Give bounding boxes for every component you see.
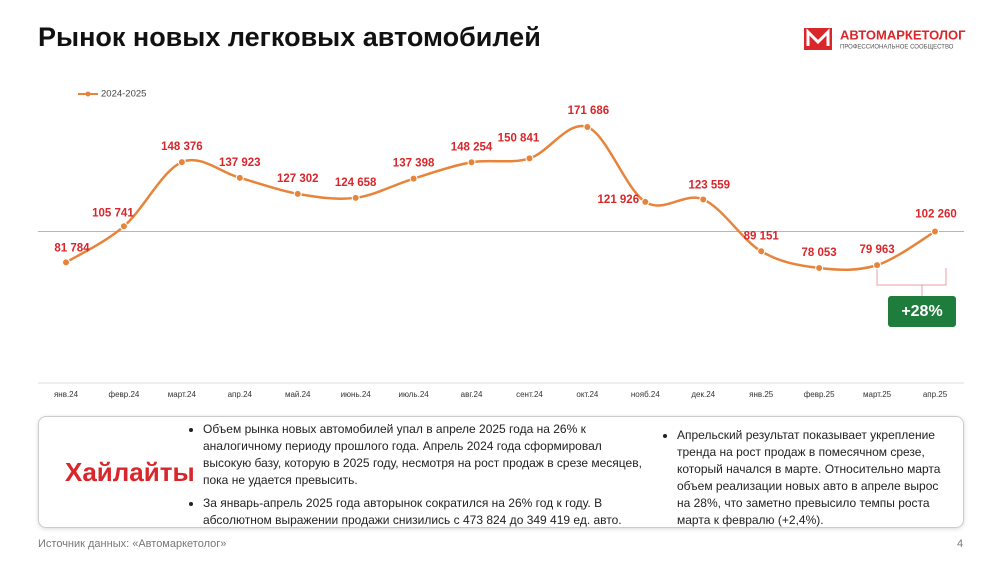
title: Рынок новых легковых автомобилей <box>38 22 541 52</box>
bullets-right: Апрельский результат показывает укреплен… <box>659 427 945 535</box>
data-label: 123 559 <box>688 180 730 192</box>
marker <box>177 158 186 167</box>
logo-icon <box>804 28 832 50</box>
x-tick-label: март.25 <box>863 390 892 399</box>
source: Источник данных: «Автомаркетолог» <box>38 538 227 550</box>
data-label: 127 302 <box>277 173 319 185</box>
data-label: 105 741 <box>92 207 134 219</box>
x-tick-label: дек.24 <box>691 390 715 399</box>
bullet: Апрельский результат показывает укреплен… <box>677 427 945 529</box>
page-number: 4 <box>957 538 964 550</box>
marker <box>931 227 939 236</box>
line-series <box>65 124 936 271</box>
data-label: 89 151 <box>744 230 780 242</box>
data-label: 148 376 <box>161 141 203 153</box>
bullets-left: Объем рынка новых автомобилей упал в апр… <box>185 421 643 535</box>
data-label: 79 963 <box>859 244 894 256</box>
x-tick-label: апр.24 <box>228 390 253 399</box>
x-tick-label: авг.24 <box>461 390 483 399</box>
x-tick-label: нояб.24 <box>631 390 660 399</box>
marker <box>62 258 70 267</box>
marker <box>815 264 824 272</box>
annotation: +28% <box>901 303 942 320</box>
x-tick-label: апр.25 <box>923 390 948 399</box>
highlights-box: Хайлайты Объем рынка новых автомобилей у… <box>38 416 964 528</box>
marker <box>293 189 302 198</box>
legend-marker <box>85 91 91 97</box>
annotation-box <box>888 296 956 327</box>
data-label: 124 658 <box>335 177 377 189</box>
data-label: 78 053 <box>802 247 837 259</box>
x-tick-label: февр.24 <box>109 390 140 399</box>
annotation-bracket <box>876 268 947 296</box>
marker <box>641 197 650 206</box>
data-label: 148 254 <box>451 141 493 153</box>
x-tick-label: май.24 <box>285 390 311 399</box>
highlights-heading: Хайлайты <box>65 457 195 487</box>
marker <box>583 123 592 131</box>
data-label: 121 926 <box>598 194 640 206</box>
data-label: 81 784 <box>54 242 90 254</box>
x-tick-label: март.24 <box>168 390 197 399</box>
marker <box>119 222 128 231</box>
x-tick-label: февр.25 <box>804 390 835 399</box>
logo-name: АВТОМАРКЕТОЛОГ <box>840 27 966 42</box>
bullet: Объем рынка новых автомобилей упал в апр… <box>203 421 643 489</box>
marker <box>699 195 708 204</box>
marker <box>467 158 476 167</box>
bullet: За январь-апрель 2025 года авторынок сок… <box>203 495 643 529</box>
logo-tagline: ПРОФЕССИОНАЛЬНОЕ СООБЩЕСТВО <box>840 45 954 51</box>
x-tick-label: сент.24 <box>516 390 543 399</box>
data-label: 150 841 <box>498 132 540 144</box>
x-tick-label: июль.24 <box>398 390 429 399</box>
marker <box>873 261 882 270</box>
data-label: 102 260 <box>915 209 957 221</box>
x-tick-label: янв.25 <box>749 390 774 399</box>
x-tick-label: окт.24 <box>576 390 598 399</box>
marker <box>757 247 766 256</box>
data-label: 171 686 <box>568 105 610 117</box>
x-tick-label: июнь.24 <box>341 390 372 399</box>
marker <box>525 154 534 163</box>
marker <box>235 173 244 182</box>
x-tick-label: янв.24 <box>54 390 79 399</box>
marker <box>351 193 360 202</box>
data-label: 137 398 <box>393 158 435 170</box>
data-label: 137 923 <box>219 157 261 169</box>
marker <box>409 174 418 183</box>
legend-label: 2024-2025 <box>101 89 146 100</box>
